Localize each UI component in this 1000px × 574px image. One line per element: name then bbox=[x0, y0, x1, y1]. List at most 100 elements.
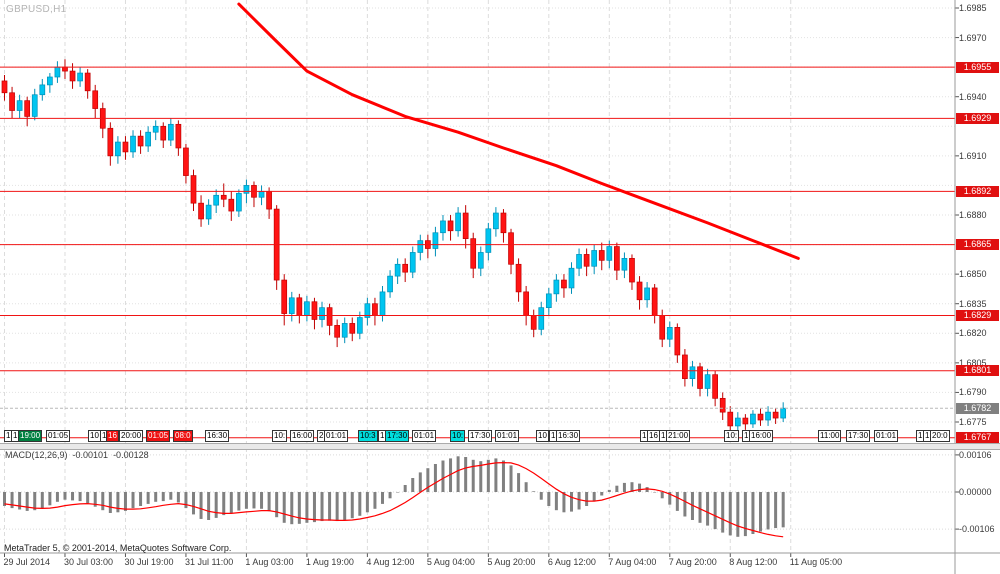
event-strip-item[interactable]: 10: bbox=[272, 430, 288, 442]
event-strip-item[interactable]: 16:00 bbox=[749, 430, 774, 442]
time-axis-label[interactable]: 11 Aug 05:00 bbox=[789, 557, 843, 567]
price-axis-label: 1.6805 bbox=[959, 357, 987, 368]
candle-body bbox=[734, 417, 741, 427]
time-axis-label[interactable]: 31 Jul 11:00 bbox=[184, 557, 234, 567]
event-strip-item[interactable]: 10: bbox=[450, 430, 466, 442]
macd-histogram-bar bbox=[55, 492, 59, 502]
time-axis-label[interactable]: 1 Aug 19:00 bbox=[305, 557, 354, 567]
time-axis-label[interactable]: 30 Jul 03:00 bbox=[63, 557, 114, 567]
macd-histogram-bar bbox=[335, 492, 339, 522]
macd-histogram-bar bbox=[622, 482, 626, 492]
candle-body bbox=[629, 258, 635, 283]
macd-histogram-bar bbox=[358, 492, 362, 516]
time-axis-label[interactable]: 6 Aug 12:00 bbox=[547, 557, 596, 567]
macd-histogram-bar bbox=[517, 473, 521, 492]
macd-histogram-bar bbox=[244, 492, 248, 509]
event-strip-item[interactable]: 17:30 bbox=[468, 430, 493, 442]
event-strip-item[interactable]: 16:30 bbox=[205, 430, 230, 442]
candle-body bbox=[69, 70, 76, 82]
event-strip-item[interactable]: 21:00 bbox=[666, 430, 691, 442]
event-strip-item[interactable]: 20:0 bbox=[930, 430, 950, 442]
macd-histogram-bar bbox=[101, 492, 105, 511]
time-axis-label[interactable]: 7 Aug 20:00 bbox=[668, 557, 717, 567]
event-strip-item[interactable]: 20:00 bbox=[119, 430, 144, 442]
macd-histogram-bar bbox=[615, 485, 619, 492]
candle-body bbox=[220, 194, 227, 200]
macd-histogram-bar bbox=[509, 465, 513, 492]
pane-separator[interactable] bbox=[0, 443, 1000, 450]
price-level-badge: 1.6767 bbox=[956, 432, 999, 444]
candle-body bbox=[213, 194, 220, 206]
macd-histogram-bar bbox=[494, 458, 498, 492]
time-axis-label[interactable]: 8 Aug 12:00 bbox=[729, 557, 778, 567]
macd-histogram-bar bbox=[743, 492, 747, 537]
candle-body bbox=[39, 84, 46, 96]
moving-average-line[interactable] bbox=[237, 2, 800, 260]
candle-body bbox=[614, 246, 620, 271]
event-strip-item[interactable]: 16:00 bbox=[290, 430, 315, 442]
event-strip-item[interactable]: 01:01 bbox=[324, 430, 349, 442]
candle-body bbox=[523, 291, 529, 316]
event-strip-item[interactable]: 16 bbox=[106, 430, 119, 442]
macd-histogram-bar bbox=[713, 492, 717, 530]
candle-body bbox=[372, 303, 378, 316]
macd-histogram-bar bbox=[736, 492, 740, 537]
macd-histogram-bar bbox=[10, 492, 14, 509]
macd-histogram-bar bbox=[570, 492, 573, 512]
event-strip-item[interactable]: 19:00 bbox=[18, 430, 43, 442]
macd-histogram-bar bbox=[350, 492, 354, 519]
time-axis-label[interactable]: 4 Aug 12:00 bbox=[366, 557, 415, 567]
candle-body bbox=[689, 366, 696, 379]
macd-histogram-bar bbox=[275, 492, 279, 518]
price-level-badge: 1.6955 bbox=[956, 61, 999, 73]
candle-body bbox=[417, 240, 424, 253]
event-strip-item[interactable]: 10 bbox=[88, 430, 101, 442]
time-axis-label[interactable]: 29 Jul 2014 bbox=[3, 557, 51, 567]
macd-histogram-bar bbox=[373, 492, 377, 509]
event-strip-item[interactable]: 01:05 bbox=[146, 430, 171, 442]
macd-histogram-bar bbox=[464, 457, 468, 492]
event-strip-item[interactable]: 17:30 bbox=[385, 430, 410, 442]
time-axis-label[interactable]: 1 Aug 03:00 bbox=[245, 557, 294, 567]
macd-histogram-bar bbox=[554, 492, 558, 511]
macd-histogram-bar bbox=[774, 492, 778, 529]
price-axis-label: 1.6850 bbox=[959, 269, 987, 280]
macd-histogram-bar bbox=[25, 492, 29, 511]
event-strip-item[interactable]: 01:01 bbox=[874, 430, 899, 442]
event-strip-item[interactable]: 16:30 bbox=[556, 430, 581, 442]
macd-histogram-bar bbox=[154, 492, 158, 502]
candle-body bbox=[54, 66, 61, 78]
macd-histogram-bar bbox=[267, 492, 271, 512]
event-strip-item[interactable]: 08:0 bbox=[173, 430, 193, 442]
event-strip-item[interactable]: 10 bbox=[536, 430, 549, 442]
macd-histogram-bar bbox=[547, 492, 551, 506]
candle-body bbox=[62, 66, 68, 72]
event-strip-item[interactable]: 17:30 bbox=[846, 430, 871, 442]
macd-histogram-bar bbox=[698, 492, 702, 523]
time-axis-label[interactable]: 5 Aug 04:00 bbox=[426, 557, 475, 567]
time-axis-label[interactable]: 5 Aug 20:00 bbox=[487, 557, 536, 567]
event-strip-item[interactable]: 16 bbox=[647, 430, 660, 442]
candle-body bbox=[659, 315, 666, 340]
candle-body bbox=[152, 125, 159, 133]
macd-histogram-bar bbox=[146, 492, 150, 504]
macd-histogram-bar bbox=[479, 461, 483, 492]
macd-name: MACD(12,26,9) bbox=[5, 450, 68, 460]
macd-histogram-bar bbox=[123, 492, 127, 511]
event-strip-item[interactable]: 01:01 bbox=[412, 430, 437, 442]
candle-body bbox=[198, 202, 204, 220]
event-strip-item[interactable]: 10: bbox=[724, 430, 740, 442]
macd-histogram-bar bbox=[668, 492, 672, 505]
time-axis-label[interactable]: 30 Jul 19:00 bbox=[124, 557, 174, 567]
event-strip-item[interactable]: 10:3 bbox=[358, 430, 378, 442]
macd-histogram-bar bbox=[108, 492, 112, 513]
macd-main-value: -0.00101 bbox=[72, 450, 109, 460]
event-strip-item[interactable]: 11:00 bbox=[818, 430, 842, 442]
macd-signal-value: -0.00128 bbox=[113, 450, 149, 460]
macd-histogram-bar bbox=[403, 485, 407, 492]
time-axis-label[interactable]: 7 Aug 04:00 bbox=[608, 557, 657, 567]
event-strip-item[interactable]: 01:05 bbox=[46, 430, 71, 442]
macd-histogram-bar bbox=[214, 492, 218, 518]
event-strip-item[interactable]: 01:01 bbox=[495, 430, 520, 442]
